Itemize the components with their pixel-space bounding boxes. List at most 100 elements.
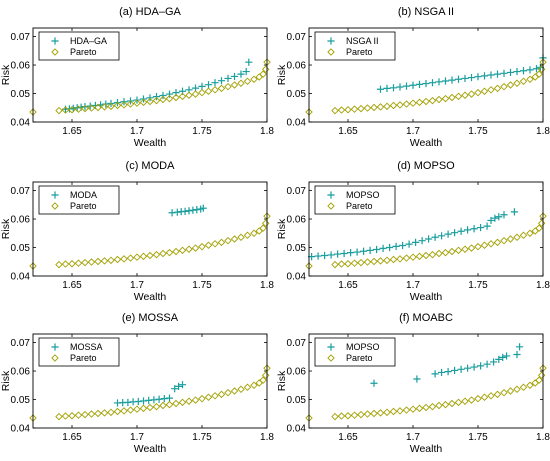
data-point-plus — [211, 79, 219, 87]
data-point-diamond — [402, 100, 411, 108]
data-point-diamond — [415, 404, 424, 413]
data-point-diamond — [370, 103, 378, 112]
legend-marker — [51, 343, 59, 351]
data-point-diamond — [81, 104, 89, 113]
data-point-diamond — [185, 245, 193, 253]
x-axis-label: Wealth — [134, 137, 167, 149]
x-tick-label: 1.65 — [338, 432, 358, 443]
data-point-plus — [199, 204, 207, 212]
data-point-diamond — [261, 65, 270, 74]
data-point-diamond — [152, 402, 161, 411]
data-point-plus — [347, 249, 355, 257]
data-point-diamond — [526, 229, 534, 238]
legend-label: Pareto — [346, 47, 373, 57]
data-point-diamond — [211, 86, 219, 94]
data-point-diamond — [435, 401, 443, 410]
data-point-diamond — [120, 101, 128, 109]
data-point-diamond — [87, 410, 96, 418]
data-point-diamond — [409, 99, 417, 107]
data-point-plus — [159, 91, 167, 100]
data-point-diamond — [107, 102, 115, 111]
y-tick-label: 0.06 — [11, 215, 31, 226]
data-point-diamond — [337, 106, 346, 114]
data-point-plus — [491, 214, 499, 222]
data-point-diamond — [363, 258, 372, 266]
x-tick-label: 1.75 — [468, 126, 488, 137]
data-point-diamond — [113, 255, 122, 264]
data-point-diamond — [217, 84, 226, 93]
data-point-diamond — [383, 102, 391, 111]
data-point-diamond — [230, 81, 239, 89]
data-point-diamond — [198, 88, 206, 97]
legend-marker — [51, 37, 59, 45]
data-point-diamond — [243, 231, 252, 240]
data-point-plus — [510, 208, 518, 216]
data-point-diamond — [259, 70, 267, 78]
data-point-plus — [474, 73, 482, 81]
data-point-diamond — [113, 407, 122, 416]
data-point-diamond — [237, 79, 245, 87]
data-point-plus — [425, 235, 433, 243]
data-point-plus — [451, 366, 459, 375]
data-point-diamond — [350, 259, 359, 267]
legend-marker — [327, 191, 335, 199]
data-point-plus — [152, 93, 161, 101]
data-point-plus — [314, 252, 322, 260]
data-point-diamond — [185, 397, 193, 405]
data-point-diamond — [331, 106, 339, 115]
data-point-diamond — [178, 92, 187, 101]
legend-label: Pareto — [346, 201, 373, 211]
y-axis-label: Risk — [276, 218, 288, 239]
y-tick-label: 0.06 — [11, 61, 31, 72]
data-point-diamond — [506, 387, 515, 395]
data-point-plus — [431, 370, 439, 378]
data-point-diamond — [448, 247, 456, 256]
data-point-diamond — [344, 260, 352, 268]
data-point-diamond — [159, 95, 167, 104]
chart-panel-3: (c) MODA 1.65 1.7 1.75 1.8 0.04 0.05 0.06 0.07 We… — [0, 160, 274, 303]
data-point-diamond — [198, 242, 206, 251]
data-point-diamond — [357, 258, 365, 267]
data-point-plus — [506, 68, 515, 77]
data-point-plus — [448, 76, 456, 84]
legend-marker — [51, 202, 59, 210]
x-tick-label: 1.75 — [468, 432, 488, 443]
legend-marker — [51, 191, 59, 199]
data-point-diamond — [237, 385, 245, 393]
legend-marker — [51, 354, 59, 362]
data-point-diamond — [461, 245, 469, 253]
data-point-diamond — [409, 405, 417, 413]
chart-title: (f) MOABC — [399, 312, 453, 324]
data-point-diamond — [191, 396, 200, 404]
y-axis-label: Risk — [0, 370, 12, 391]
data-point-diamond — [68, 106, 76, 114]
data-point-diamond — [487, 392, 495, 400]
data-point-plus — [513, 350, 521, 359]
y-tick-label: 0.04 — [11, 118, 31, 129]
data-point-plus — [217, 77, 226, 85]
data-point-diamond — [100, 103, 109, 111]
data-point-diamond — [172, 93, 180, 102]
chart-title: (d) MOPSO — [397, 160, 455, 172]
data-point-plus — [370, 379, 378, 387]
data-point-diamond — [461, 397, 469, 405]
legend-label: Pareto — [346, 353, 373, 363]
data-point-plus — [495, 355, 503, 363]
x-tick-label: 1.75 — [192, 432, 212, 443]
y-tick-label: 0.06 — [11, 367, 31, 378]
data-point-diamond — [396, 101, 404, 109]
axes-frame — [32, 27, 268, 123]
data-point-diamond — [422, 251, 430, 260]
data-point-plus — [340, 249, 348, 258]
data-point-plus — [457, 365, 465, 373]
chart-title: (b) NSGA II — [398, 6, 454, 18]
data-point-diamond — [165, 248, 174, 257]
data-point-diamond — [120, 407, 128, 415]
data-point-diamond — [133, 99, 141, 107]
data-point-diamond — [441, 94, 450, 103]
x-tick-label: 1.75 — [468, 280, 488, 291]
data-point-diamond — [535, 70, 543, 78]
data-point-diamond — [474, 394, 482, 403]
